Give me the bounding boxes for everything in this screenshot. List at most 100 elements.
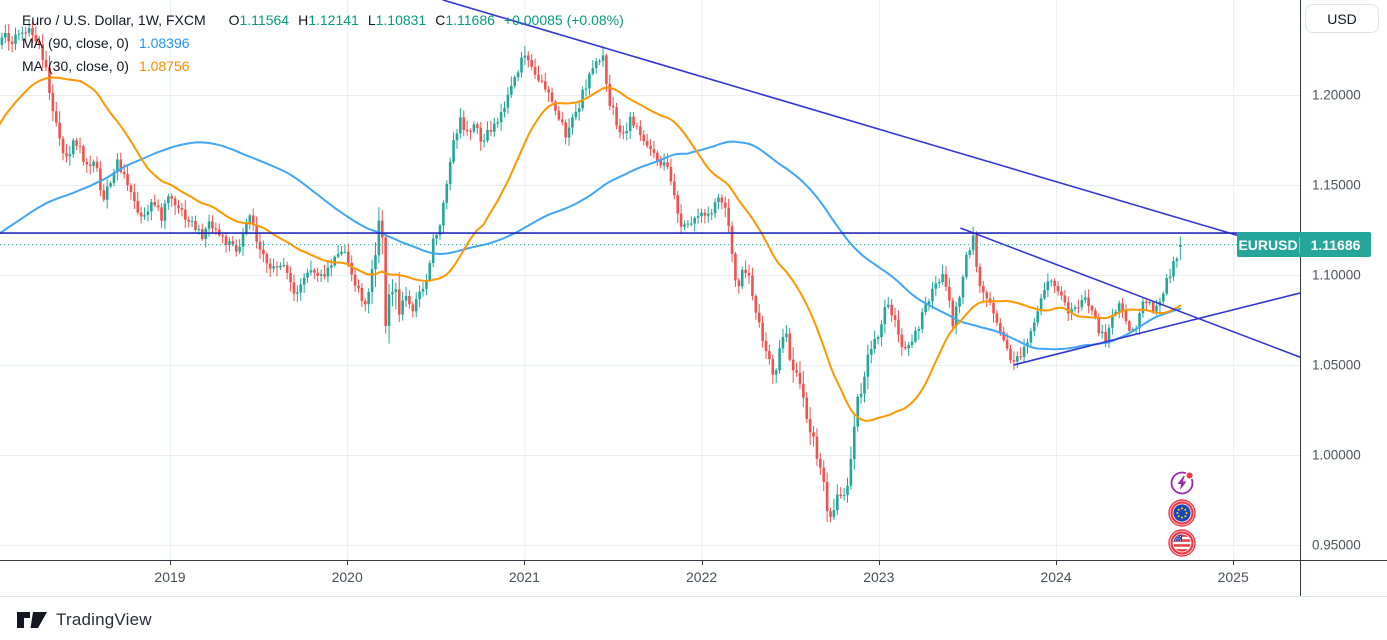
candle-body — [985, 292, 989, 299]
price-axis[interactable]: 1.20000 1.15000 1.10000 1.05000 1.00000 0.950… — [1301, 0, 1387, 560]
candle-body — [343, 251, 347, 253]
candle-body — [662, 162, 666, 166]
time-axis[interactable]: 2019 2020 2021 2022 2023 2024 2025 — [0, 561, 1387, 595]
candle-body — [710, 213, 713, 215]
candle-body — [948, 286, 951, 301]
candle-body — [78, 145, 82, 147]
candle-body — [846, 485, 849, 496]
candle-body — [883, 306, 887, 325]
currency-toggle-button[interactable]: USD — [1305, 4, 1379, 33]
candle-body — [476, 124, 479, 129]
candle-body — [673, 181, 676, 196]
candle-body — [180, 208, 184, 210]
candle-body — [903, 347, 907, 349]
candle-body — [170, 196, 174, 199]
us-flag-event-icon[interactable] — [1167, 528, 1197, 558]
last-price-label: EURUSD 1.11686 — [1237, 232, 1371, 258]
indicator-row-ma90[interactable]: MA (90, close, 0) 1.08396 — [22, 31, 624, 54]
time-tick-label: 2022 — [686, 569, 718, 585]
footer-divider — [0, 596, 1387, 597]
candle-body — [350, 262, 353, 275]
candle-body — [387, 294, 391, 326]
candle-body — [897, 319, 900, 335]
candle-body — [119, 159, 123, 172]
tradingview-logo-icon[interactable] — [16, 608, 48, 632]
candle-body — [435, 234, 438, 239]
candle-body — [374, 255, 377, 270]
trendline[interactable] — [1013, 292, 1300, 366]
candle-body — [859, 393, 863, 397]
candle-body — [795, 370, 798, 373]
candle-body — [431, 238, 435, 264]
candle-body — [856, 396, 859, 427]
candle-body — [1039, 298, 1043, 312]
candle-body — [469, 131, 472, 133]
time-tick-label: 2019 — [154, 569, 186, 585]
candle-body — [99, 168, 102, 191]
candle-body — [1056, 286, 1060, 292]
candle-body — [1073, 307, 1077, 310]
tradingview-brand-text[interactable]: TradingView — [56, 610, 152, 629]
candle-body — [133, 192, 136, 202]
candle-body — [1117, 303, 1121, 312]
candle-body — [751, 275, 754, 297]
indicator-row-ma30[interactable]: MA (30, close, 0) 1.08756 — [22, 54, 624, 77]
candle-body — [265, 254, 269, 264]
candle-body — [842, 495, 846, 497]
candle-body — [937, 281, 941, 284]
candle-body — [965, 254, 968, 278]
candle-body — [136, 201, 140, 213]
candle-body — [577, 108, 581, 112]
candle-body — [533, 66, 537, 75]
candle-body — [547, 89, 550, 93]
trendline[interactable] — [442, 0, 1300, 255]
ma90-line[interactable] — [0, 140, 1182, 351]
candle-body — [717, 197, 720, 203]
candle-body — [139, 212, 143, 217]
candle-body — [951, 300, 955, 327]
candle-body — [920, 312, 924, 329]
candle-body — [4, 33, 7, 38]
candle-body — [24, 32, 27, 34]
candle-body — [907, 344, 910, 349]
eu-flag-event-icon[interactable] — [1167, 498, 1197, 528]
candle-body — [839, 494, 843, 497]
trendline[interactable] — [960, 227, 1300, 358]
candle-body — [774, 370, 778, 375]
candle-body — [1151, 302, 1155, 312]
candle-body — [625, 130, 629, 134]
time-tick-mark — [1233, 561, 1235, 565]
ma30-line[interactable] — [0, 76, 1182, 422]
economic-events-icon[interactable] — [1167, 468, 1197, 498]
candle-body — [85, 161, 89, 165]
ma90-params: (90, close, 0) — [48, 34, 129, 51]
candle-body — [747, 272, 751, 276]
candle-body — [849, 459, 853, 486]
candle-body — [944, 274, 948, 287]
candle-body — [27, 28, 31, 33]
candle-body — [221, 235, 224, 237]
candle-body — [1138, 313, 1141, 329]
candle-body — [812, 432, 815, 437]
candle-body — [31, 28, 34, 36]
candle-body — [1148, 302, 1152, 304]
candle-body — [102, 190, 106, 200]
candle-body — [608, 83, 612, 106]
candle-body — [496, 122, 500, 124]
ma90-value: 1.08396 — [138, 34, 190, 51]
candle-body — [1145, 301, 1148, 304]
candle-body — [734, 253, 737, 281]
symbol-title[interactable]: Euro / U.S. Dollar, 1W, FXCM — [22, 11, 206, 28]
candle-body — [706, 213, 710, 216]
candle-body — [272, 266, 275, 269]
candle-body — [1043, 290, 1046, 299]
candle-body — [340, 251, 343, 254]
candle-body — [146, 211, 150, 216]
candle-body — [1168, 276, 1172, 279]
price-chart-canvas[interactable] — [0, 0, 1300, 560]
price-tick-label: 1.20000 — [1312, 87, 1361, 103]
time-tick-label: 2020 — [331, 569, 363, 585]
candle-body — [836, 494, 839, 511]
